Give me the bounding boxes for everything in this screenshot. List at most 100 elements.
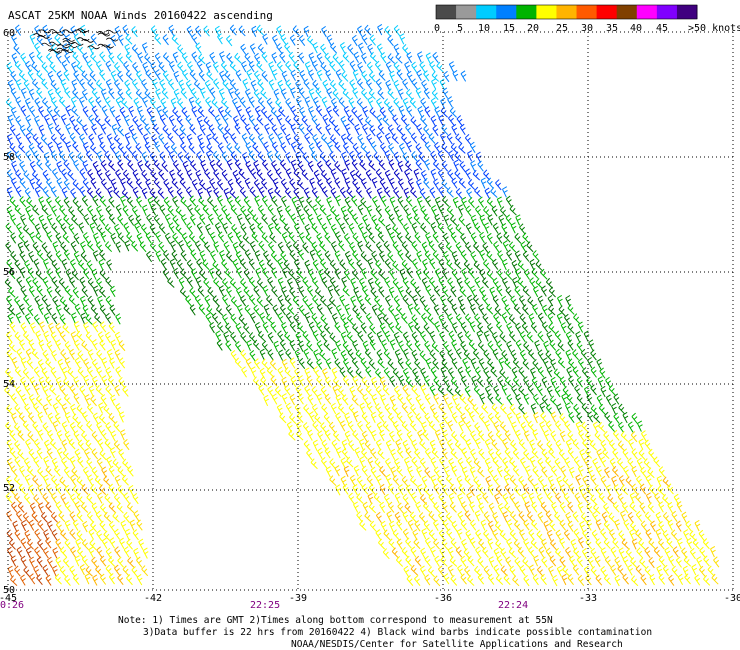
wind-barb (62, 449, 70, 461)
wind-barb (90, 143, 98, 155)
wind-barb (199, 142, 205, 154)
wind-barb (671, 565, 679, 577)
wind-barb (131, 78, 139, 90)
wind-barb (198, 53, 206, 65)
wind-barb (364, 348, 372, 360)
wind-barb (100, 231, 107, 243)
wind-barb (153, 123, 160, 135)
wind-barb (450, 286, 457, 298)
wind-barb (411, 331, 418, 343)
wind-barb (568, 375, 575, 387)
wind-barb (65, 123, 72, 135)
wind-barb (162, 34, 169, 46)
wind-barb (420, 222, 428, 234)
wind-barb (378, 269, 386, 280)
wind-barb (667, 501, 674, 514)
wind-barb (408, 321, 414, 333)
coastline-mark (41, 42, 54, 47)
wind-barb (312, 96, 319, 108)
wind-barb (186, 61, 193, 73)
wind-barb (575, 331, 581, 343)
wind-barb (277, 349, 284, 361)
wind-barb (411, 150, 418, 162)
wind-barb (575, 421, 582, 433)
wind-barb (583, 456, 590, 468)
wind-barb (226, 251, 233, 263)
wind-barb (222, 277, 229, 289)
wind-barb (565, 349, 572, 361)
wind-barb (352, 232, 360, 244)
wind-barb (699, 546, 706, 558)
wind-barb (285, 151, 292, 164)
wind-barb (281, 231, 288, 244)
wind-barb (463, 548, 471, 560)
wind-barb (266, 259, 275, 271)
wind-barb (530, 403, 537, 415)
wind-barb (65, 141, 72, 153)
wind-barb (466, 187, 473, 199)
wind-barb (94, 475, 102, 487)
wind-barb (274, 186, 282, 198)
wind-barb (63, 159, 71, 171)
wind-barb (185, 79, 192, 92)
wind-barb (9, 124, 16, 136)
wind-barb (43, 474, 49, 486)
wind-barb (375, 368, 382, 380)
wind-barb (370, 466, 377, 478)
wind-barb (179, 177, 187, 189)
wind-barb (9, 142, 17, 154)
wind-barb (541, 376, 548, 388)
wind-barb (568, 358, 576, 370)
wind-barb (172, 232, 179, 244)
wind-barb (630, 557, 638, 568)
wind-barb (293, 114, 301, 126)
wind-barb (341, 394, 349, 406)
wind-barb (519, 564, 526, 577)
wind-barb (486, 303, 494, 315)
wind-barb (6, 62, 13, 74)
wind-barb (502, 438, 508, 450)
wind-barb (482, 546, 489, 558)
wind-barb (99, 520, 107, 532)
wind-barb (535, 260, 543, 272)
wind-barb (76, 530, 84, 542)
wind-barb (402, 511, 409, 523)
wind-barb (144, 53, 152, 65)
wind-barb (540, 501, 548, 513)
wind-barb (402, 331, 409, 343)
wind-barb (36, 285, 44, 297)
wind-barb (232, 169, 239, 182)
wind-barb (636, 457, 643, 469)
wind-barb (32, 421, 39, 433)
wind-barb (358, 438, 365, 450)
wind-barb (529, 258, 536, 271)
wind-barb (320, 457, 328, 469)
wind-barb (493, 564, 500, 576)
wind-barb (434, 213, 441, 226)
wind-barb (430, 205, 437, 217)
wind-barb (290, 105, 297, 117)
wind-barb (423, 323, 431, 335)
wind-barb (208, 106, 216, 118)
wind-barb (570, 538, 577, 551)
wind-barb (537, 366, 545, 378)
coastline-mark (81, 38, 94, 43)
wind-barb (335, 484, 342, 496)
wind-barb (61, 186, 68, 199)
wind-barb (487, 520, 494, 532)
colorbar-frame (435, 4, 698, 20)
wind-barb (703, 574, 711, 586)
wind-barb (87, 349, 94, 361)
wind-barb (596, 448, 603, 461)
wind-barb (90, 395, 97, 407)
wind-barb (217, 179, 224, 191)
colorbar-label: 45 (656, 23, 668, 34)
wind-barb (450, 574, 458, 586)
wind-barb (366, 205, 373, 217)
wind-barb (132, 169, 139, 181)
coastline-mark (38, 29, 51, 34)
wind-barb (104, 223, 112, 235)
wind-barb (352, 429, 360, 441)
wind-barb (560, 465, 567, 477)
wind-barb (221, 97, 229, 109)
